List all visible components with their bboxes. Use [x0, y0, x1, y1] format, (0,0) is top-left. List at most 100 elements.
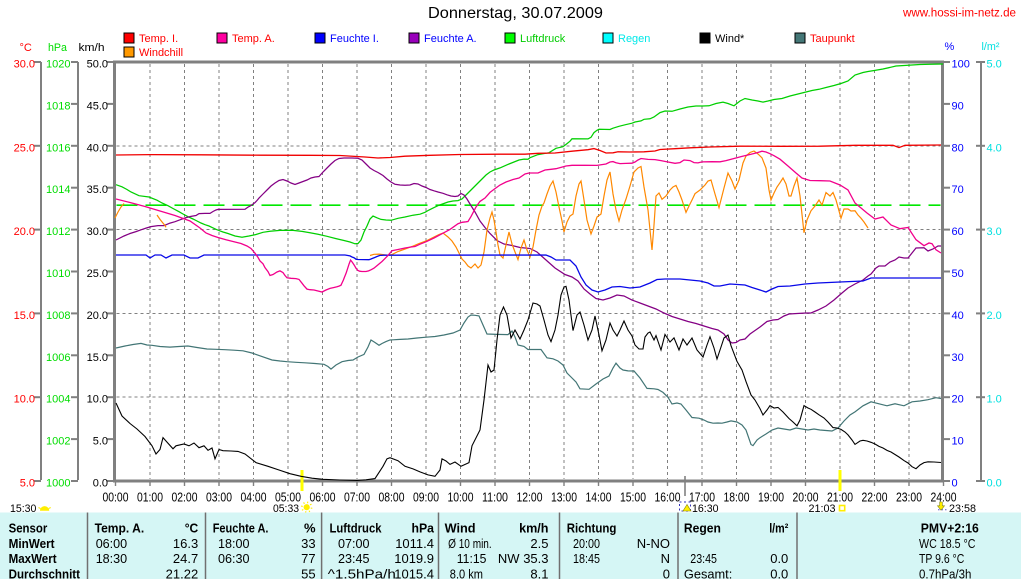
svg-text:23:00: 23:00 [896, 490, 922, 505]
svg-text:07:00: 07:00 [344, 490, 370, 505]
svg-text:23:45: 23:45 [690, 551, 717, 566]
svg-text:40: 40 [952, 310, 964, 322]
svg-text:55: 55 [301, 566, 315, 579]
svg-text:Temp. I.: Temp. I. [139, 33, 178, 45]
svg-text:Donnerstag, 30.07.2009: Donnerstag, 30.07.2009 [428, 5, 603, 22]
svg-text:08:00: 08:00 [379, 490, 405, 505]
svg-text:°C: °C [185, 521, 199, 536]
svg-text:24:00: 24:00 [931, 490, 957, 505]
svg-text:5.0: 5.0 [987, 59, 1002, 71]
svg-text:0.0: 0.0 [93, 478, 108, 490]
svg-text:40.0: 40.0 [87, 142, 108, 154]
svg-text:l/m²: l/m² [982, 41, 1000, 53]
svg-text:45.0: 45.0 [87, 100, 108, 112]
svg-text:17:00: 17:00 [689, 490, 715, 505]
svg-text:20:00: 20:00 [573, 536, 600, 551]
svg-text:05:00: 05:00 [275, 490, 301, 505]
svg-text:Windchill: Windchill [139, 47, 183, 59]
svg-text:1019.9: 1019.9 [394, 551, 434, 566]
svg-text:5.0: 5.0 [20, 478, 35, 490]
svg-text:N: N [661, 551, 670, 566]
svg-text:0.0: 0.0 [770, 551, 788, 566]
svg-text:2.5: 2.5 [530, 536, 548, 551]
svg-text:1016: 1016 [46, 142, 70, 154]
svg-text:06:00: 06:00 [96, 536, 128, 551]
svg-text:01:00: 01:00 [137, 490, 163, 505]
svg-text:1012: 1012 [46, 226, 70, 238]
svg-text:03:00: 03:00 [206, 490, 232, 505]
svg-text:80: 80 [952, 142, 964, 154]
svg-text:06:00: 06:00 [310, 490, 336, 505]
svg-text:25.0: 25.0 [14, 142, 35, 154]
svg-text:07:00: 07:00 [338, 536, 370, 551]
svg-text:Richtung: Richtung [567, 521, 617, 536]
svg-text:15.0: 15.0 [14, 310, 35, 322]
svg-text:Feuchte A.: Feuchte A. [424, 33, 477, 45]
svg-text:90: 90 [952, 100, 964, 112]
svg-text:20.0: 20.0 [14, 226, 35, 238]
svg-text:18:45: 18:45 [573, 551, 600, 566]
svg-text:19:00: 19:00 [758, 490, 784, 505]
svg-text:WC 18.5 °C: WC 18.5 °C [919, 536, 976, 551]
svg-text:33: 33 [301, 536, 315, 551]
svg-text:09:00: 09:00 [413, 490, 439, 505]
svg-text:20.0: 20.0 [87, 310, 108, 322]
svg-text:Taupunkt: Taupunkt [810, 33, 855, 45]
svg-text:hPa: hPa [48, 42, 68, 54]
svg-text:5.0: 5.0 [93, 436, 108, 448]
svg-text:16:00: 16:00 [655, 490, 681, 505]
svg-text:77: 77 [301, 551, 315, 566]
svg-text:10.0: 10.0 [14, 394, 35, 406]
svg-text:100: 100 [952, 59, 970, 71]
svg-text:0.7hPa/3h: 0.7hPa/3h [919, 566, 971, 579]
svg-text:0: 0 [952, 478, 958, 490]
svg-text:04:00: 04:00 [241, 490, 267, 505]
svg-text:60: 60 [952, 226, 964, 238]
svg-text:1010: 1010 [46, 268, 70, 280]
svg-text:0: 0 [663, 566, 670, 579]
svg-text:05:33: 05:33 [273, 503, 299, 515]
svg-text:Sensor: Sensor [9, 521, 48, 536]
svg-text:18:00: 18:00 [218, 536, 250, 551]
svg-text:15:00: 15:00 [620, 490, 646, 505]
svg-text:%: % [945, 41, 955, 53]
svg-text:MaxWert: MaxWert [9, 551, 58, 566]
svg-text:10.0: 10.0 [87, 394, 108, 406]
svg-text:0.0: 0.0 [770, 566, 788, 579]
svg-text:0.0: 0.0 [987, 478, 1002, 490]
svg-text:Durchschnitt: Durchschnitt [9, 566, 81, 579]
svg-text:20: 20 [952, 394, 964, 406]
svg-text:km/h: km/h [79, 42, 105, 54]
svg-text:18:30: 18:30 [96, 551, 128, 566]
svg-text:MinWert: MinWert [9, 536, 56, 551]
svg-text:16:30: 16:30 [692, 503, 719, 515]
svg-text:Regen: Regen [684, 521, 721, 536]
svg-text:3.0: 3.0 [987, 226, 1002, 238]
svg-text:1000: 1000 [46, 478, 70, 490]
svg-text:30.0: 30.0 [87, 226, 108, 238]
svg-text:Luftdruck: Luftdruck [330, 521, 383, 536]
svg-text:1011.4: 1011.4 [395, 536, 434, 551]
svg-text:1014: 1014 [46, 184, 70, 196]
svg-text:00:00: 00:00 [103, 490, 129, 505]
svg-text:Feuchte I.: Feuchte I. [330, 33, 379, 45]
svg-text:11:15: 11:15 [457, 551, 487, 566]
svg-text:1018: 1018 [46, 100, 70, 112]
svg-text:1004: 1004 [46, 394, 70, 406]
svg-text:Wind: Wind [445, 521, 476, 536]
svg-text:°C: °C [20, 42, 32, 54]
svg-text:www.hossi-im-netz.de: www.hossi-im-netz.de [902, 8, 1016, 20]
svg-text:02:00: 02:00 [172, 490, 198, 505]
svg-text:8.1: 8.1 [530, 566, 548, 579]
svg-text:N-NO: N-NO [637, 536, 670, 551]
svg-text:12:00: 12:00 [517, 490, 543, 505]
svg-text:1020: 1020 [46, 59, 70, 71]
svg-text:%: % [304, 521, 316, 536]
svg-text:20:00: 20:00 [793, 490, 819, 505]
svg-text:18:00: 18:00 [724, 490, 750, 505]
svg-text:25.0: 25.0 [87, 268, 108, 280]
svg-text:15.0: 15.0 [87, 352, 108, 364]
svg-text:1015.4: 1015.4 [394, 566, 434, 579]
svg-text:Wind*: Wind* [715, 33, 745, 45]
svg-text:1002: 1002 [46, 436, 70, 448]
